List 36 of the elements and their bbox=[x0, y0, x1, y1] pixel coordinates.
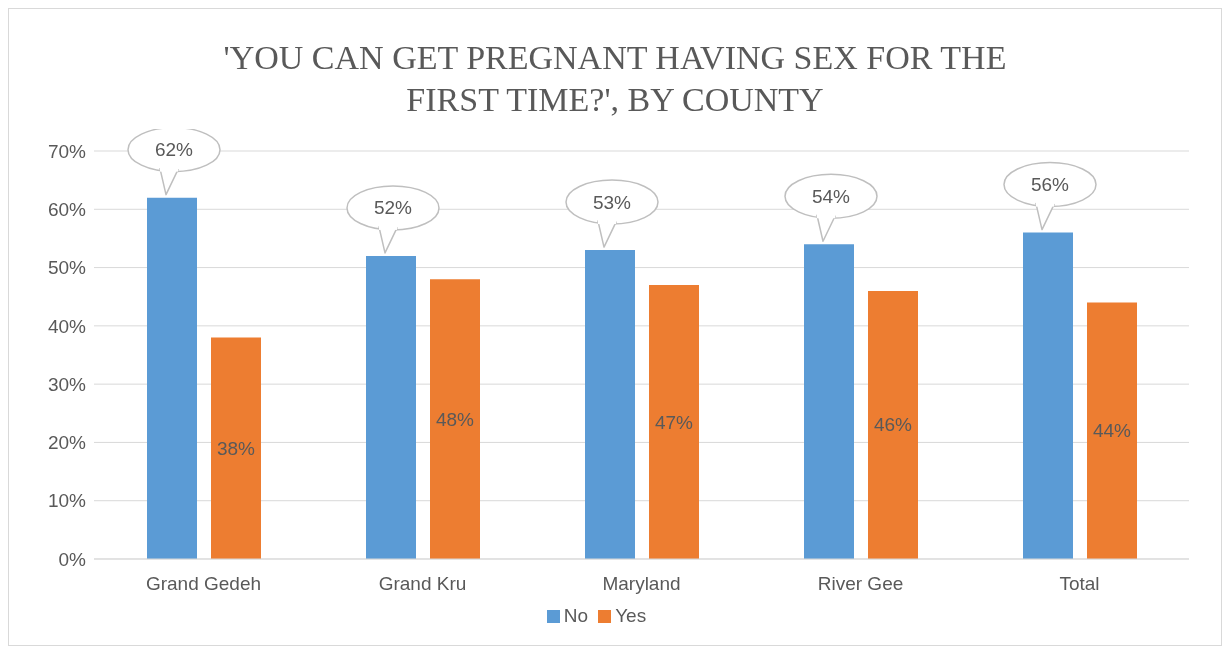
x-tick-label: River Gee bbox=[817, 573, 904, 595]
y-tick-label: 50% bbox=[47, 257, 87, 279]
y-tick-label: 20% bbox=[47, 432, 87, 454]
bar bbox=[211, 337, 261, 559]
x-tick-label: Grand Kru bbox=[378, 573, 467, 595]
bar bbox=[804, 244, 854, 559]
data-label: 53% bbox=[592, 191, 632, 213]
x-tick-label: Total bbox=[1059, 573, 1100, 595]
bar bbox=[868, 290, 918, 559]
data-label: 62% bbox=[154, 139, 194, 161]
data-label: 44% bbox=[1092, 420, 1132, 442]
data-label: 47% bbox=[654, 411, 694, 433]
legend-label: No bbox=[563, 605, 589, 626]
chart-title: 'YOU CAN GET PREGNANT HAVING SEX FOR THE FIRST TIME?', BY COUNTY bbox=[222, 38, 1008, 120]
bar bbox=[147, 197, 197, 559]
y-tick-label: 60% bbox=[47, 199, 87, 221]
bar bbox=[585, 250, 635, 559]
data-label: 54% bbox=[811, 185, 851, 207]
y-tick-label: 0% bbox=[58, 548, 87, 570]
data-label: 52% bbox=[373, 197, 413, 219]
data-label: 38% bbox=[216, 437, 256, 459]
y-tick-label: 10% bbox=[47, 490, 87, 512]
y-tick-label: 30% bbox=[47, 373, 87, 395]
data-label: 46% bbox=[873, 414, 913, 436]
x-tick-label: Maryland bbox=[602, 573, 681, 595]
bar bbox=[430, 279, 480, 559]
x-tick-label: Grand Gedeh bbox=[145, 573, 262, 595]
y-tick-label: 70% bbox=[47, 140, 87, 162]
bar bbox=[1087, 302, 1137, 559]
data-label: 56% bbox=[1030, 174, 1070, 196]
bar bbox=[649, 285, 699, 559]
bar bbox=[1023, 232, 1073, 559]
data-label: 48% bbox=[435, 408, 475, 430]
legend-label: Yes bbox=[615, 605, 647, 626]
y-tick-label: 40% bbox=[47, 315, 87, 337]
bar bbox=[366, 255, 416, 559]
